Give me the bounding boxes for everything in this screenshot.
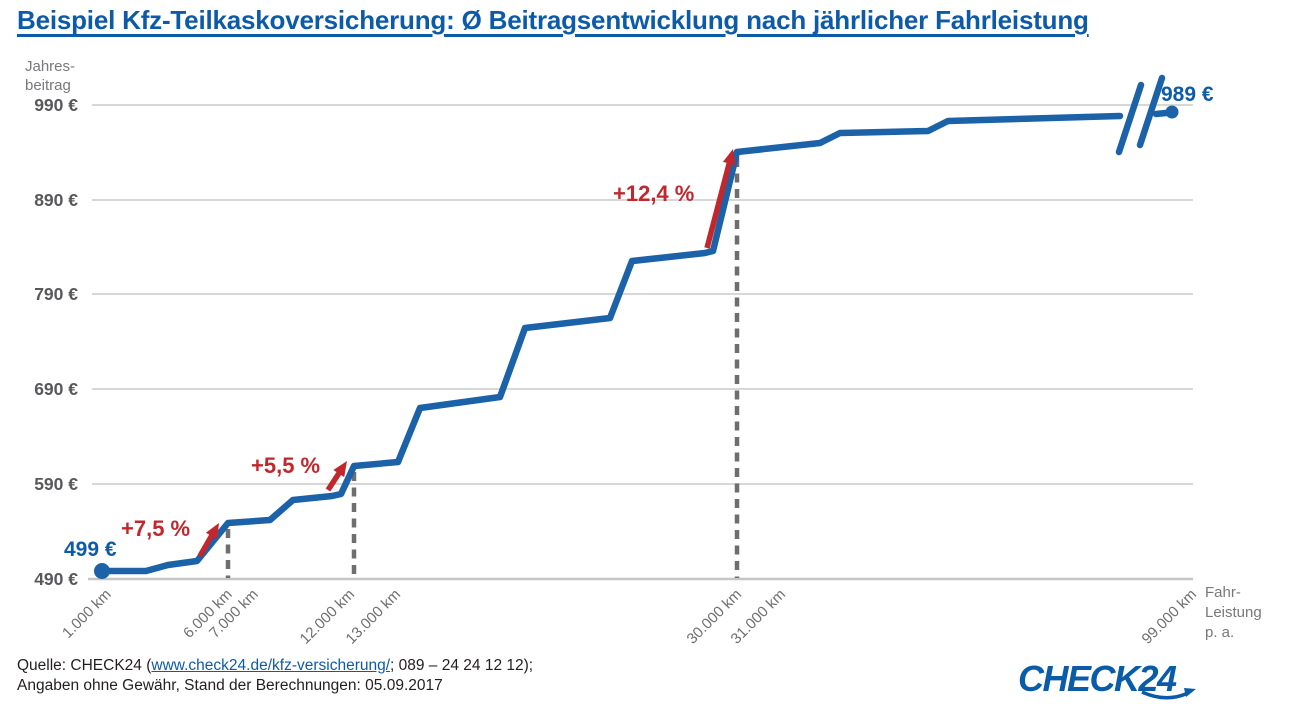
premium-line-after-break [1152, 109, 1170, 118]
premium-line [98, 112, 1124, 575]
start-point-dot [94, 563, 110, 579]
source-line: Quelle: CHECK24 (www.check24.de/kfz-vers… [17, 657, 534, 674]
increase-arrow-shaft [197, 532, 216, 558]
increase-arrow-shaft [325, 469, 343, 492]
logo-swoosh-icon [1141, 688, 1196, 700]
axis-break-icon [1136, 74, 1166, 149]
page-title: Beispiel Kfz-Teilkaskoversicherung: Ø Be… [17, 5, 1089, 35]
check24-logo-text: CHECK24 [1018, 658, 1177, 699]
axis-break-icon [1115, 81, 1145, 156]
end-point-dot [1165, 105, 1179, 119]
footer-source: Quelle: CHECK24 (www.check24.de/kfz-vers… [17, 656, 533, 695]
increase-arrow-icon [722, 149, 736, 166]
footer-disclaimer: Angaben ohne Gewähr, Stand der Berechnun… [17, 676, 443, 694]
source-link[interactable]: www.check24.de/kfz-versicherung/ [151, 657, 391, 674]
increase-arrow-icon [333, 461, 347, 478]
check24-logo: CHECK24 [1018, 658, 1198, 706]
increase-arrow-icon [205, 523, 219, 540]
increase-arrow-shaft [704, 159, 733, 249]
